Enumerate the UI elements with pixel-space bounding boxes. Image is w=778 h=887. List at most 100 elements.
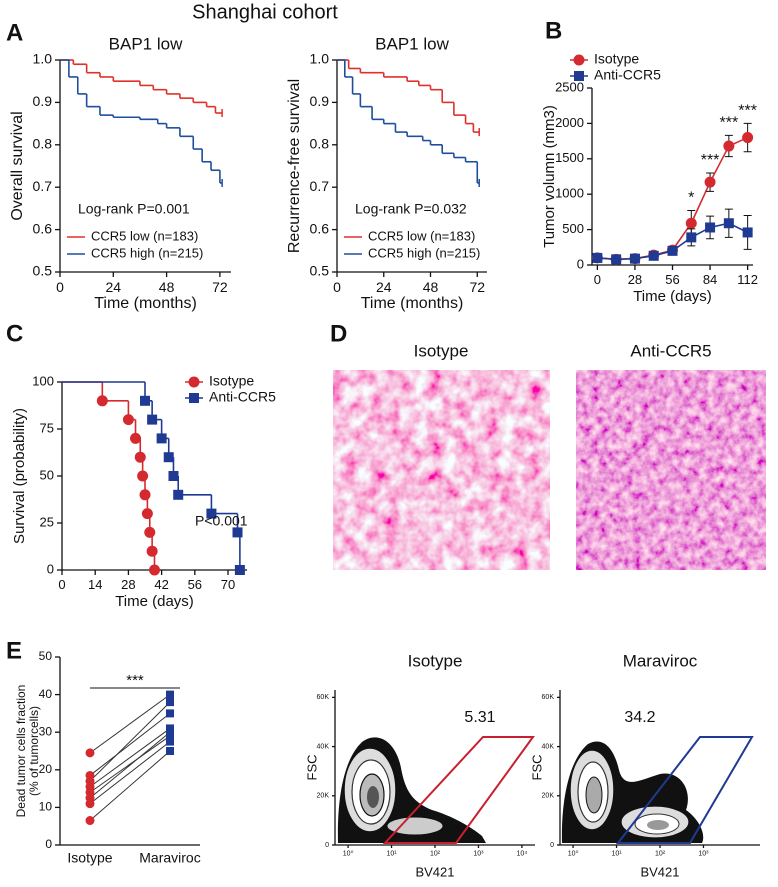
y-tick-label: 500 bbox=[562, 221, 584, 236]
y-tick-label: 0.8 bbox=[33, 136, 53, 152]
y-tick-label: 10 bbox=[39, 800, 53, 814]
x-tick-label: 28 bbox=[628, 272, 642, 287]
x-axis-label: Time (days) bbox=[633, 288, 712, 305]
panel-label: E bbox=[6, 637, 22, 664]
marker bbox=[742, 227, 753, 238]
y-tick-label: 2000 bbox=[555, 115, 584, 130]
marker bbox=[686, 232, 697, 243]
y-tick-label: 0.5 bbox=[33, 263, 53, 279]
significance: *** bbox=[126, 672, 144, 689]
marker bbox=[149, 564, 160, 576]
y-tick-label: 1.0 bbox=[33, 51, 53, 67]
y-tick-label: 1.0 bbox=[310, 51, 330, 67]
y-tick-label: 1000 bbox=[555, 186, 584, 201]
flow-gate bbox=[382, 736, 535, 844]
y-tick-label: 30 bbox=[39, 724, 53, 738]
annotation: P<0.001 bbox=[195, 513, 248, 529]
chart-title: Isotype bbox=[408, 651, 463, 670]
y-tick-label: 0.6 bbox=[33, 220, 53, 236]
panel-label: D bbox=[330, 320, 347, 347]
y-tick-label: 0.7 bbox=[310, 178, 330, 194]
significance: * bbox=[688, 190, 694, 207]
x-axis-label: Time (months) bbox=[361, 295, 464, 312]
pair-line bbox=[89, 750, 171, 821]
y-axis-label: FSC bbox=[529, 755, 544, 781]
x-tick-label: 28 bbox=[121, 577, 135, 592]
y-axis-label: (% of tumorcells) bbox=[27, 706, 41, 796]
x-tick-label: 72 bbox=[469, 279, 485, 295]
marker bbox=[139, 489, 151, 501]
marker bbox=[163, 452, 174, 463]
pair-line bbox=[89, 713, 171, 776]
legend-marker bbox=[188, 376, 200, 388]
pair-line bbox=[89, 694, 171, 754]
y-tick-label: 60K bbox=[542, 694, 555, 701]
pair-line bbox=[89, 735, 171, 793]
x-axis-label: BV421 bbox=[640, 864, 679, 879]
series-line bbox=[597, 136, 748, 261]
marker bbox=[685, 217, 697, 229]
legend-label: Anti-CCR5 bbox=[594, 67, 661, 83]
chart-title: BAP1 low bbox=[109, 34, 183, 53]
marker bbox=[156, 433, 167, 444]
y-tick-label: 1500 bbox=[555, 150, 584, 165]
legend-marker bbox=[573, 54, 585, 66]
y-axis-label: Tumor volumn (mm3) bbox=[541, 105, 558, 248]
marker bbox=[648, 250, 659, 261]
y-tick-label: 25 bbox=[40, 514, 54, 529]
panel-label: C bbox=[6, 320, 23, 347]
x-tick-label: 10² bbox=[655, 850, 666, 857]
marker bbox=[141, 508, 153, 520]
marker bbox=[704, 176, 716, 188]
flow-density bbox=[337, 737, 704, 843]
significance: *** bbox=[701, 152, 720, 169]
marker bbox=[147, 414, 158, 425]
y-tick-label: 0.9 bbox=[310, 93, 330, 109]
y-tick-label: 0 bbox=[47, 561, 54, 576]
marker bbox=[166, 690, 174, 699]
marker bbox=[85, 799, 95, 809]
x-tick-label: 0 bbox=[58, 577, 65, 592]
marker bbox=[206, 508, 217, 519]
pair-line bbox=[89, 731, 171, 799]
marker bbox=[122, 414, 134, 426]
marker bbox=[85, 748, 95, 758]
x-tick-label: 24 bbox=[106, 279, 122, 295]
marker bbox=[232, 527, 243, 538]
marker bbox=[166, 737, 174, 746]
y-tick-label: 50 bbox=[40, 467, 54, 482]
y-axis-label: FSC bbox=[304, 755, 319, 781]
marker bbox=[166, 709, 174, 718]
chart-title: BAP1 low bbox=[375, 34, 449, 53]
x-tick-label: 42 bbox=[154, 577, 168, 592]
marker bbox=[166, 698, 174, 707]
marker bbox=[705, 222, 716, 233]
marker bbox=[146, 545, 158, 557]
x-tick-label: Maraviroc bbox=[139, 850, 200, 866]
x-tick-label: 24 bbox=[376, 279, 392, 295]
y-tick-label: 100 bbox=[32, 373, 54, 388]
pair-line bbox=[89, 701, 171, 782]
y-tick-label: 0.5 bbox=[310, 263, 330, 279]
marker bbox=[137, 470, 149, 482]
histology-image bbox=[333, 370, 550, 570]
figure-title: Shanghai cohort bbox=[192, 1, 338, 23]
marker bbox=[173, 489, 184, 500]
marker bbox=[742, 132, 754, 144]
legend-label: CCR5 high (n=215) bbox=[91, 245, 203, 260]
legend-label: Isotype bbox=[209, 373, 254, 389]
y-tick-label: 20K bbox=[317, 793, 330, 800]
legend-label: Isotype bbox=[594, 51, 639, 67]
x-tick-label: 10⁴ bbox=[517, 850, 528, 857]
x-tick-label: 112 bbox=[737, 272, 758, 287]
x-tick-label: 0 bbox=[594, 272, 601, 287]
y-tick-label: 0.6 bbox=[310, 220, 330, 236]
histology-image bbox=[576, 370, 766, 570]
x-tick-label: 48 bbox=[159, 279, 175, 295]
y-tick-label: 60K bbox=[317, 694, 330, 701]
x-tick-label: 0 bbox=[333, 279, 341, 295]
chart-title: Maraviroc bbox=[623, 651, 698, 670]
y-tick-label: 40K bbox=[542, 743, 555, 750]
x-tick-label: 70 bbox=[221, 577, 235, 592]
x-tick-label: 56 bbox=[665, 272, 679, 287]
